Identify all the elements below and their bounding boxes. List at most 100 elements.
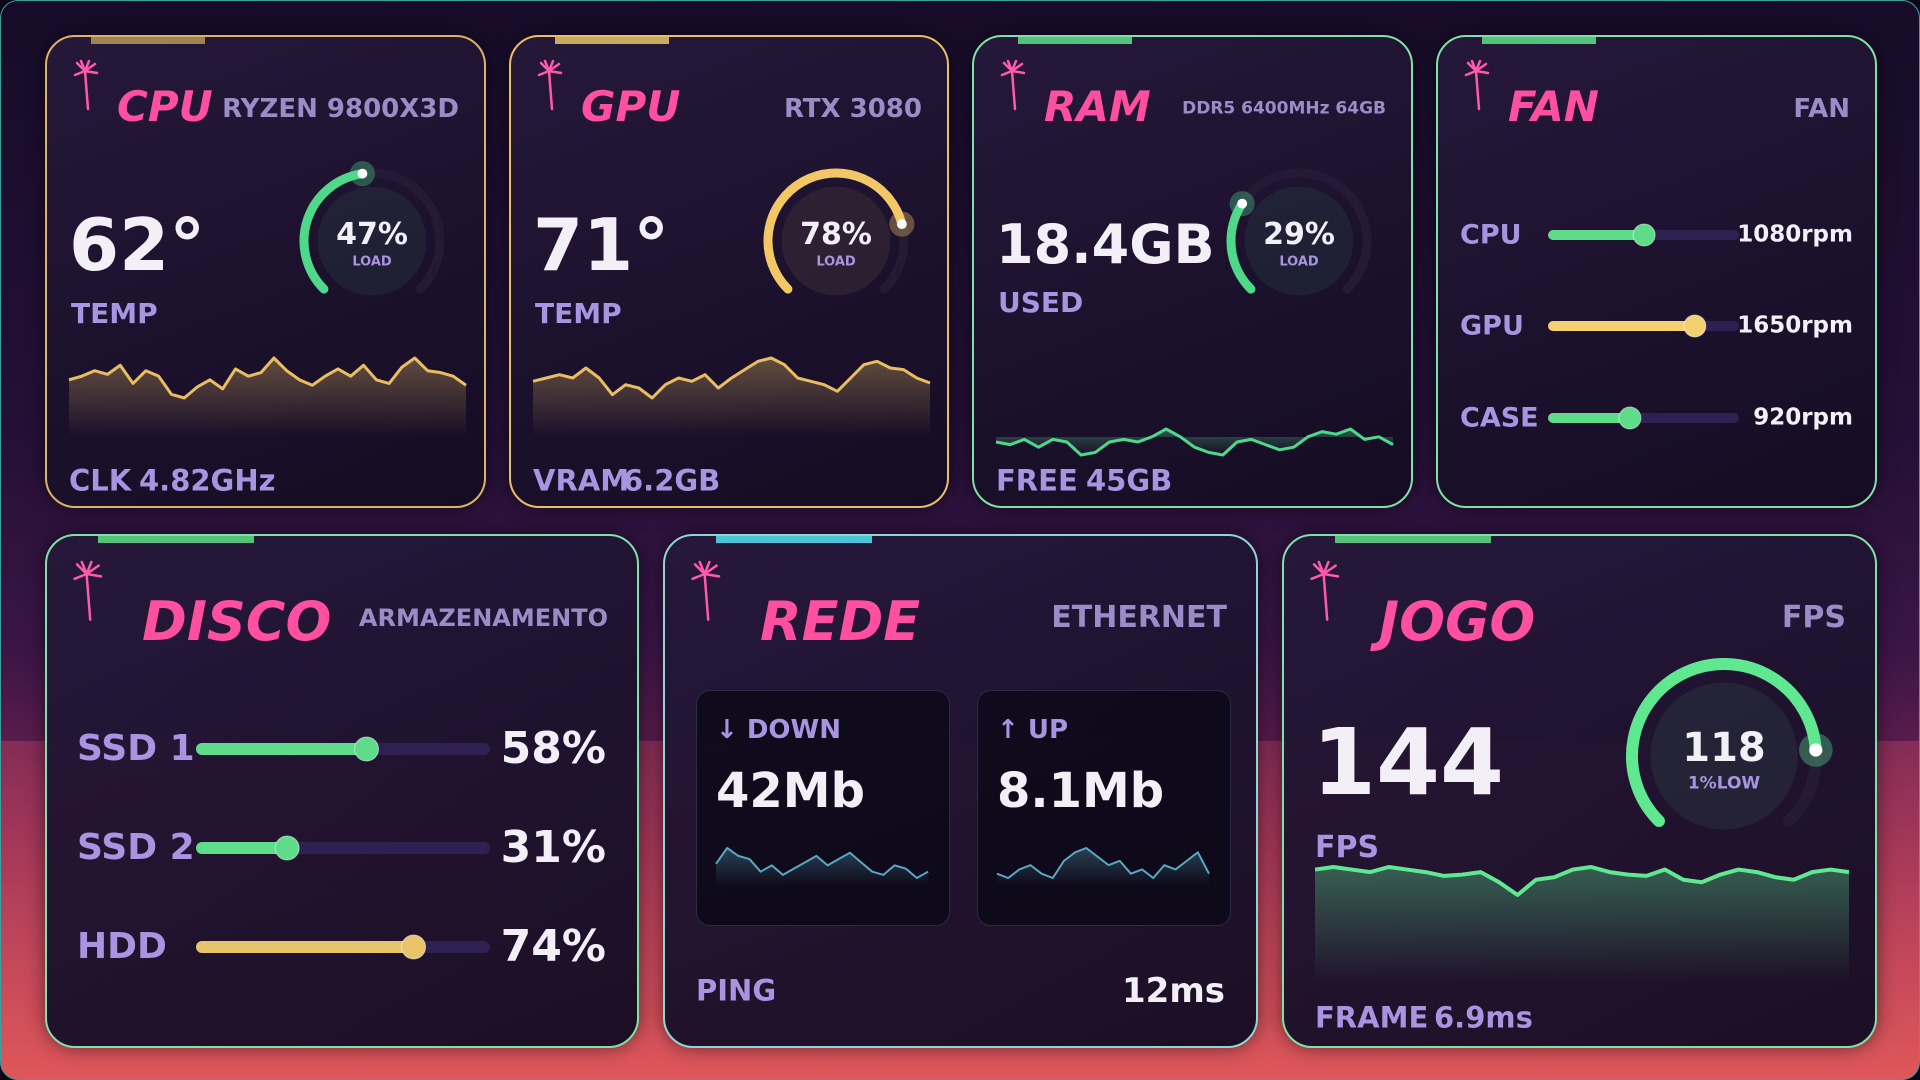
footer-label: CLK [69, 463, 132, 498]
sparkline [532, 356, 931, 400]
drive-knob [401, 934, 427, 960]
footer-value: 45GB [1086, 463, 1173, 498]
gauge-glow [1650, 682, 1798, 830]
icon-trunk [1322, 572, 1329, 621]
panel-subtitle: RYZEN 9800X3D [222, 94, 459, 124]
palm-icon [537, 59, 563, 111]
accent-strip [1482, 37, 1596, 44]
panel-graphics [1464, 37, 1739, 430]
drive-knob [274, 835, 300, 861]
gauge-value [299, 169, 367, 294]
sparkline [996, 847, 1210, 879]
icon-trunk [1474, 69, 1481, 111]
panel-subtitle: DDR5 6400MHz 64GB [1182, 98, 1386, 119]
link-box [977, 690, 1231, 926]
fan-knob [1618, 406, 1642, 430]
icon-frond [73, 59, 99, 77]
panel-graphics [995, 37, 1394, 457]
panel: FAN FAN CPU 1080rpm GPU 1650rpm CASE 920rpm [1436, 35, 1877, 508]
panel-subtitle: FPS [1781, 600, 1846, 635]
panel-graphics [691, 536, 872, 621]
panel-title: REDE [760, 590, 921, 653]
link-label: ↑ UP [997, 715, 1069, 745]
panel-subtitle: ETHERNET [1051, 600, 1227, 635]
gauge-value [763, 168, 907, 294]
drive-percent: 31% [500, 822, 606, 873]
link-graphics [715, 847, 929, 886]
panel-graphics [73, 536, 490, 960]
accent-strip [98, 536, 254, 543]
fps-label: FPS [1315, 830, 1380, 865]
reading-label: TEMP [71, 297, 158, 330]
footer-value: 12ms [1122, 971, 1225, 1011]
sparkline [715, 847, 929, 879]
drive-name: SSD 1 [77, 728, 195, 769]
panel-graphics [68, 37, 467, 437]
panel-title: GPU [581, 82, 681, 131]
gauge-value-text: 47% [336, 217, 408, 252]
gauge-value-text: 118 [1682, 725, 1766, 771]
gauge-knob [896, 219, 907, 230]
gauge-value [1226, 199, 1256, 294]
panel: RAM DDR5 6400MHz 64GB 18.4GB USED 29% LOAD FRE… [972, 35, 1413, 508]
fan-rpm: 1080rpm [1737, 221, 1853, 248]
drive-bar [196, 941, 414, 953]
icon-frond [691, 560, 721, 581]
reading: 18.4GB [996, 213, 1215, 276]
panel-graphics [532, 37, 931, 437]
sparkline-area [996, 429, 1393, 455]
drive-percent: 74% [500, 921, 606, 972]
gauge-glow [317, 186, 427, 296]
fan-rpm: 1650rpm [1737, 312, 1853, 339]
gauge-value-text: 29% [1263, 217, 1335, 252]
sparkline [995, 427, 1394, 457]
link-graphics [996, 847, 1210, 886]
fps-value: 144 [1312, 709, 1505, 816]
fan-bar [1548, 413, 1630, 423]
sparkline-area [1315, 867, 1849, 983]
accent-strip [1335, 536, 1491, 543]
sparkline-area [69, 358, 466, 437]
footer-value: 6.9ms [1434, 1000, 1533, 1035]
reading: 71° [533, 203, 670, 287]
drive-bar [196, 842, 288, 854]
fan-knob [1683, 314, 1707, 338]
icon-frond [1000, 59, 1026, 77]
icon-frond [537, 59, 563, 77]
fan-bar [1548, 321, 1695, 331]
link-box [696, 690, 950, 926]
gauge-knob [1237, 198, 1248, 209]
palm-icon [691, 560, 721, 621]
fan-name: CPU [1460, 219, 1522, 251]
gauge-value [1626, 658, 1822, 828]
icon-trunk [83, 69, 90, 111]
accent-strip [555, 37, 669, 44]
panel-graphics [1310, 536, 1850, 983]
panel-title: DISCO [142, 590, 332, 653]
sparkline [1314, 865, 1850, 897]
palm-icon [1000, 59, 1026, 111]
sparkline-area [716, 848, 928, 886]
panel-subtitle: ARMAZENAMENTO [358, 604, 608, 632]
footer-label: PING [696, 973, 777, 1008]
link-value: 42Mb [716, 763, 865, 819]
palm-icon [1310, 560, 1340, 621]
panel-title: FAN [1508, 82, 1599, 131]
panel: CPU RYZEN 9800X3D 62° TEMP 47% LOAD CLK 4.82GHz [45, 35, 486, 508]
drive-name: SSD 2 [77, 827, 195, 868]
accent-strip [91, 37, 205, 44]
icon-frond [1310, 560, 1340, 581]
panel: GPU RTX 3080 71° TEMP 78% LOAD VRAM 6.2GB [509, 35, 949, 508]
panel: REDE ETHERNET ↓ DOWN 42Mb ↑ UP 8.1Mb PING 12ms [663, 534, 1258, 1048]
gauge-caption: LOAD [1279, 254, 1319, 270]
footer-label: FREE [996, 463, 1078, 498]
gauge-caption: LOAD [352, 254, 392, 270]
fan-name: CASE [1460, 402, 1539, 434]
gauge-caption: LOAD [816, 254, 856, 270]
footer-label: FRAME [1315, 1000, 1429, 1035]
panel: JOGO FPS 144 FPS 118 1%LOW FRAME 6.9ms [1282, 534, 1877, 1048]
fan-rpm: 920rpm [1753, 404, 1853, 431]
footer-value: 4.82GHz [139, 463, 276, 498]
sparkline [68, 356, 467, 400]
fan-knob [1632, 223, 1656, 247]
